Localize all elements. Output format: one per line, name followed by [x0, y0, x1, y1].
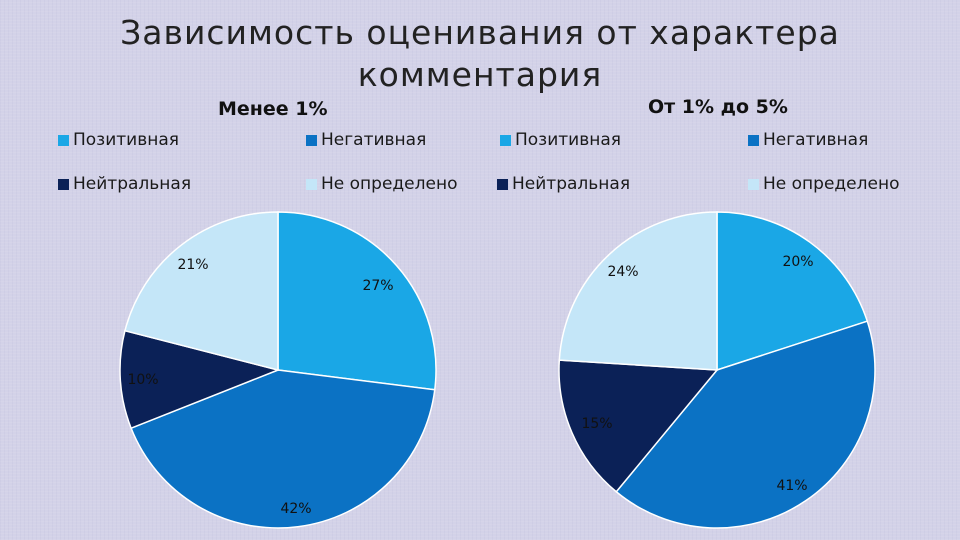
pie-1-label-negative: 42% — [280, 501, 311, 517]
pie-1-slice-positive — [277, 211, 437, 391]
chart-1-title: Менее 1% — [218, 98, 328, 120]
pie-2-slice-neutral — [558, 359, 719, 493]
legend-swatch — [58, 178, 69, 190]
legend-1-neutral: Нейтральная — [58, 174, 191, 194]
legend-label: Позитивная — [73, 130, 180, 150]
legend-label: Не определено — [321, 174, 458, 194]
legend-2-undetermined: Не определено — [748, 174, 899, 194]
legend-label: Позитивная — [515, 130, 622, 150]
chart-2-title: От 1% до 5% — [648, 96, 788, 118]
pie-2-label-neutral: 15% — [581, 416, 612, 432]
legend-swatch — [748, 178, 759, 190]
legend-2-neutral: Нейтральная — [497, 174, 630, 194]
pie-2-slice-negative — [615, 320, 876, 529]
legend-swatch — [58, 134, 69, 146]
pie-1-label-neutral: 10% — [127, 372, 158, 388]
pie-1-slice-undetermined — [124, 211, 279, 371]
legend-swatch — [748, 134, 759, 146]
legend-label: Нейтральная — [73, 174, 192, 194]
pie-1-slice-neutral — [119, 329, 281, 430]
pie-2-slice-undetermined — [558, 211, 718, 371]
pie-1-label-positive: 27% — [362, 278, 393, 294]
legend-1-undetermined: Не определено — [306, 174, 457, 194]
page-title: Зависимость оценивания от характера комм… — [120, 13, 840, 94]
legend-label: Не определено — [763, 174, 900, 194]
pie-2-label-positive: 20% — [782, 254, 813, 270]
legend-label: Нейтральная — [512, 174, 631, 194]
legend-swatch — [497, 178, 508, 190]
legend-swatch — [500, 134, 511, 146]
pie-2-label-undetermined: 24% — [607, 264, 638, 280]
legend-swatch — [306, 134, 317, 146]
legend-1-negative: Негативная — [306, 130, 426, 150]
legend-1-positive: Позитивная — [58, 130, 179, 150]
legend-label: Негативная — [321, 130, 427, 150]
legend-swatch — [306, 178, 317, 190]
pie-2-label-negative: 41% — [776, 478, 807, 494]
pie-2-slice-positive — [716, 211, 869, 372]
pie-1-label-undetermined: 21% — [177, 257, 208, 273]
pie-1-slice-negative — [130, 369, 436, 529]
legend-2-positive: Позитивная — [500, 130, 621, 150]
legend-label: Негативная — [763, 130, 869, 150]
legend-2-negative: Негативная — [748, 130, 868, 150]
